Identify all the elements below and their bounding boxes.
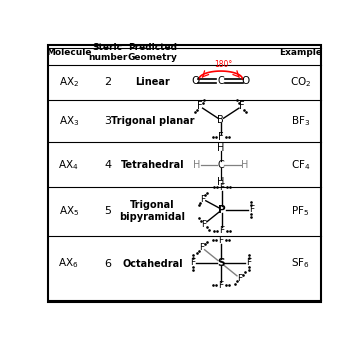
Text: AX$_6$: AX$_6$ xyxy=(58,256,79,271)
Text: H: H xyxy=(193,160,201,170)
FancyBboxPatch shape xyxy=(48,45,321,302)
Text: Linear: Linear xyxy=(135,77,170,87)
Text: S: S xyxy=(217,258,225,268)
Text: CF$_4$: CF$_4$ xyxy=(291,158,310,172)
Text: P: P xyxy=(219,205,226,214)
Text: F: F xyxy=(199,243,204,252)
Text: F: F xyxy=(237,274,242,282)
Text: CO$_2$: CO$_2$ xyxy=(289,75,311,89)
Text: F: F xyxy=(197,101,203,111)
Text: Predicted
Geometry: Predicted Geometry xyxy=(127,43,177,62)
Text: F: F xyxy=(218,236,223,245)
Text: 3: 3 xyxy=(104,116,111,126)
Text: F: F xyxy=(218,281,223,290)
Text: Example: Example xyxy=(279,48,322,57)
Text: F: F xyxy=(202,220,207,228)
Text: SF$_6$: SF$_6$ xyxy=(291,256,310,271)
Text: 6: 6 xyxy=(104,259,111,268)
Text: Molecule: Molecule xyxy=(46,48,91,57)
Text: F: F xyxy=(249,205,254,214)
Text: 4: 4 xyxy=(104,160,111,170)
Text: F: F xyxy=(218,132,224,142)
Text: PF$_5$: PF$_5$ xyxy=(291,204,309,218)
Text: 5: 5 xyxy=(104,206,111,216)
Text: F: F xyxy=(239,101,244,111)
Text: AX$_5$: AX$_5$ xyxy=(59,204,79,218)
Text: Trigonal planar: Trigonal planar xyxy=(111,116,194,126)
Text: F: F xyxy=(190,258,195,267)
Text: O: O xyxy=(242,76,250,86)
Text: B: B xyxy=(217,115,224,125)
Text: H: H xyxy=(241,160,248,170)
Text: AX$_2$: AX$_2$ xyxy=(59,75,79,89)
Text: F: F xyxy=(246,258,251,267)
Text: Tetrahedral: Tetrahedral xyxy=(121,160,184,170)
Text: Trigonal
bipyramidal: Trigonal bipyramidal xyxy=(120,200,185,222)
Text: F: F xyxy=(220,183,225,192)
Text: AX$_4$: AX$_4$ xyxy=(58,158,79,172)
Text: Steric
number: Steric number xyxy=(88,43,127,62)
Text: O: O xyxy=(192,76,200,86)
Text: F: F xyxy=(220,226,225,235)
Text: AX$_3$: AX$_3$ xyxy=(59,115,79,128)
Text: H: H xyxy=(217,177,224,187)
Text: C: C xyxy=(217,76,224,86)
Text: Octahedral: Octahedral xyxy=(122,259,183,268)
Text: F: F xyxy=(200,195,205,203)
Text: 2: 2 xyxy=(104,77,111,87)
Text: C: C xyxy=(217,160,224,170)
Text: H: H xyxy=(217,143,224,153)
Text: BF$_3$: BF$_3$ xyxy=(291,115,310,128)
Text: 180°: 180° xyxy=(215,60,233,69)
